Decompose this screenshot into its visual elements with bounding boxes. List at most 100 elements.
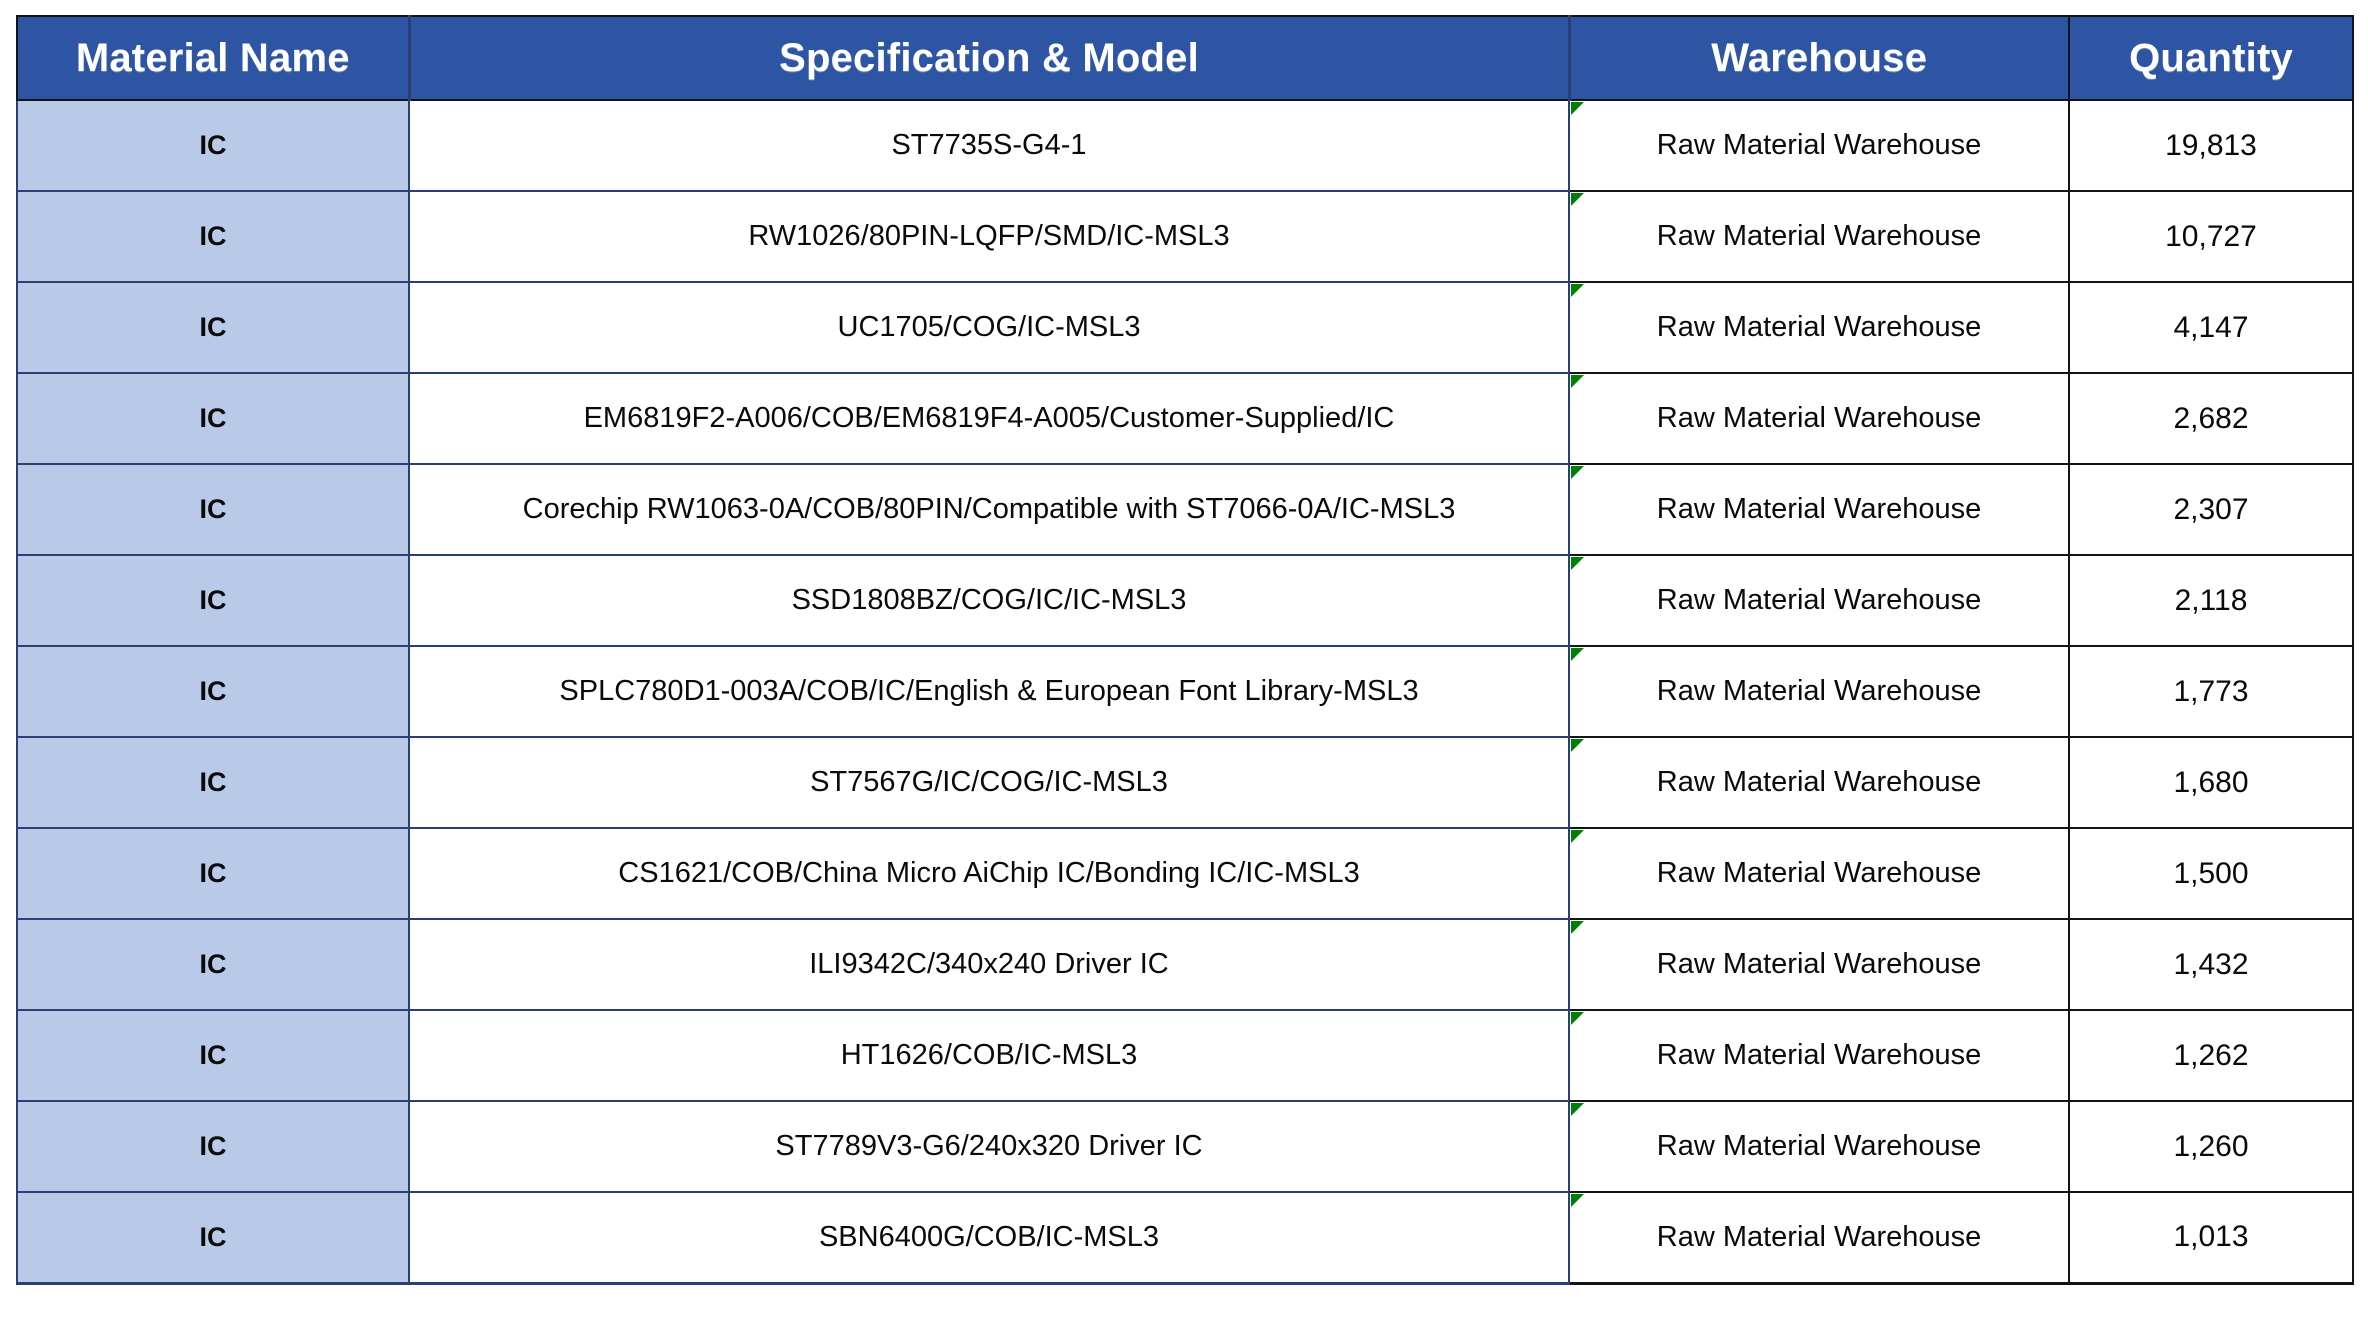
spreadsheet-sheet: Material Name Specification & Model Ware… bbox=[16, 15, 2354, 1303]
cell-quantity[interactable]: 1,260 bbox=[2068, 1100, 2354, 1193]
cell-specification[interactable]: SSD1808BZ/COG/IC/IC-MSL3 bbox=[408, 554, 1570, 647]
cell-material-name[interactable]: IC bbox=[16, 1009, 410, 1102]
cell-specification[interactable]: RW1026/80PIN-LQFP/SMD/IC-MSL3 bbox=[408, 190, 1570, 283]
table-row[interactable]: IC RW1026/80PIN-LQFP/SMD/IC-MSL3 Raw Mater… bbox=[16, 190, 2354, 283]
cell-quantity[interactable]: 1,013 bbox=[2068, 1191, 2354, 1285]
cell-warehouse-label: Raw Material Warehouse bbox=[1656, 311, 1982, 343]
cell-warehouse[interactable]: Raw Material Warehouse bbox=[1568, 281, 2070, 374]
cell-material-name[interactable]: IC bbox=[16, 554, 410, 647]
table-row[interactable]: IC UC1705/COG/IC-MSL3 Raw Material Warehou… bbox=[16, 281, 2354, 374]
cell-warehouse[interactable]: Raw Material Warehouse bbox=[1568, 1100, 2070, 1193]
header-row: Material Name Specification & Model Ware… bbox=[16, 15, 2354, 101]
cell-warehouse[interactable]: Raw Material Warehouse bbox=[1568, 1191, 2070, 1285]
cell-warehouse[interactable]: Raw Material Warehouse bbox=[1568, 827, 2070, 920]
green-triangle-icon bbox=[1571, 739, 1584, 752]
table-row[interactable]: IC ST7735S-G4-1 Raw Material Warehouse 19,8… bbox=[16, 99, 2354, 192]
cell-material-name[interactable]: IC bbox=[16, 1100, 410, 1193]
cell-warehouse-label: Raw Material Warehouse bbox=[1656, 1039, 1982, 1071]
cell-quantity[interactable]: 1,432 bbox=[2068, 918, 2354, 1011]
cell-specification[interactable]: EM6819F2-A006/COB/EM6819F4-A005/Customer… bbox=[408, 372, 1570, 465]
cell-material-name[interactable]: IC bbox=[16, 645, 410, 738]
table-row[interactable]: IC SPLC780D1-003A/COB/IC/English & Europe… bbox=[16, 645, 2354, 738]
cell-quantity[interactable]: 2,307 bbox=[2068, 463, 2354, 556]
cell-specification[interactable]: UC1705/COG/IC-MSL3 bbox=[408, 281, 1570, 374]
cell-quantity[interactable]: 10,727 bbox=[2068, 190, 2354, 283]
cell-warehouse-label: Raw Material Warehouse bbox=[1656, 857, 1982, 889]
cell-warehouse-label: Raw Material Warehouse bbox=[1656, 1220, 1982, 1253]
cell-specification[interactable]: ILI9342C/340x240 Driver IC bbox=[408, 918, 1570, 1011]
cell-quantity[interactable]: 1,773 bbox=[2068, 645, 2354, 738]
green-triangle-icon bbox=[1571, 1194, 1584, 1207]
table-row[interactable]: IC SBN6400G/COB/IC-MSL3 Raw Material Wareh… bbox=[16, 1191, 2354, 1285]
cell-warehouse[interactable]: Raw Material Warehouse bbox=[1568, 736, 2070, 829]
table-row[interactable]: IC CS1621/COB/China Micro AiChip IC/Bondi… bbox=[16, 827, 2354, 920]
cell-specification[interactable]: Corechip RW1063-0A/COB/80PIN/Compatible … bbox=[408, 463, 1570, 556]
green-triangle-icon bbox=[1571, 466, 1584, 479]
column-header-warehouse[interactable]: Warehouse bbox=[1567, 15, 2070, 101]
cell-warehouse-label: Raw Material Warehouse bbox=[1656, 1130, 1982, 1162]
green-triangle-icon bbox=[1571, 102, 1584, 115]
green-triangle-icon bbox=[1571, 284, 1584, 297]
cell-quantity[interactable]: 2,118 bbox=[2068, 554, 2354, 647]
table-row[interactable]: IC ILI9342C/340x240 Driver IC Raw Material… bbox=[16, 918, 2354, 1011]
cell-specification[interactable]: SPLC780D1-003A/COB/IC/English & European… bbox=[408, 645, 1570, 738]
cell-material-name[interactable]: IC bbox=[16, 372, 410, 465]
cell-warehouse-label: Raw Material Warehouse bbox=[1656, 675, 1982, 707]
table-row[interactable]: IC Corechip RW1063-0A/COB/80PIN/Compatibl… bbox=[16, 463, 2354, 556]
green-triangle-icon bbox=[1571, 1103, 1584, 1116]
column-header-specification[interactable]: Specification & Model bbox=[407, 15, 1571, 101]
cell-material-name[interactable]: IC bbox=[16, 827, 410, 920]
table-row[interactable]: IC EM6819F2-A006/COB/EM6819F4-A005/Custom… bbox=[16, 372, 2354, 465]
table-row[interactable]: IC ST7567G/IC/COG/IC-MSL3 Raw Material War… bbox=[16, 736, 2354, 829]
cell-material-name[interactable]: IC bbox=[16, 736, 410, 829]
cell-warehouse-label: Raw Material Warehouse bbox=[1656, 766, 1982, 798]
cell-quantity[interactable]: 19,813 bbox=[2068, 99, 2354, 192]
cell-warehouse[interactable]: Raw Material Warehouse bbox=[1568, 463, 2070, 556]
cell-specification[interactable]: HT1626/COB/IC-MSL3 bbox=[408, 1009, 1570, 1102]
column-header-quantity[interactable]: Quantity bbox=[2068, 15, 2354, 101]
cell-material-name[interactable]: IC bbox=[16, 463, 410, 556]
cell-specification[interactable]: CS1621/COB/China Micro AiChip IC/Bonding… bbox=[408, 827, 1570, 920]
cell-warehouse-label: Raw Material Warehouse bbox=[1656, 402, 1982, 434]
cell-quantity[interactable]: 2,682 bbox=[2068, 372, 2354, 465]
table-header: Material Name Specification & Model Ware… bbox=[16, 15, 2354, 101]
cell-warehouse-label: Raw Material Warehouse bbox=[1656, 948, 1982, 980]
table-row[interactable]: IC HT1626/COB/IC-MSL3 Raw Material Warehou… bbox=[16, 1009, 2354, 1102]
cell-warehouse-label: Raw Material Warehouse bbox=[1656, 129, 1982, 161]
green-triangle-icon bbox=[1571, 557, 1584, 570]
green-triangle-icon bbox=[1571, 648, 1584, 661]
table-body: IC ST7735S-G4-1 Raw Material Warehouse 19,8… bbox=[16, 99, 2354, 1285]
cell-warehouse[interactable]: Raw Material Warehouse bbox=[1568, 645, 2070, 738]
cell-quantity[interactable]: 1,500 bbox=[2068, 827, 2354, 920]
column-header-material-name[interactable]: Material Name bbox=[16, 15, 411, 101]
green-triangle-icon bbox=[1571, 375, 1584, 388]
cell-warehouse[interactable]: Raw Material Warehouse bbox=[1568, 372, 2070, 465]
cell-specification[interactable]: ST7789V3-G6/240x320 Driver IC bbox=[408, 1100, 1570, 1193]
cell-material-name[interactable]: IC bbox=[16, 99, 410, 192]
cell-material-name[interactable]: IC bbox=[16, 918, 410, 1011]
cell-quantity[interactable]: 1,262 bbox=[2068, 1009, 2354, 1102]
cell-quantity[interactable]: 1,680 bbox=[2068, 736, 2354, 829]
cell-warehouse[interactable]: Raw Material Warehouse bbox=[1568, 190, 2070, 283]
cell-warehouse[interactable]: Raw Material Warehouse bbox=[1568, 99, 2070, 192]
cell-material-name[interactable]: IC bbox=[16, 1191, 410, 1285]
cell-warehouse-label: Raw Material Warehouse bbox=[1656, 584, 1982, 616]
cell-warehouse-label: Raw Material Warehouse bbox=[1656, 493, 1982, 525]
cell-warehouse-label: Raw Material Warehouse bbox=[1656, 220, 1982, 252]
cell-warehouse[interactable]: Raw Material Warehouse bbox=[1568, 918, 2070, 1011]
cell-warehouse[interactable]: Raw Material Warehouse bbox=[1568, 554, 2070, 647]
inventory-table: Material Name Specification & Model Ware… bbox=[16, 15, 2354, 1285]
green-triangle-icon bbox=[1571, 193, 1584, 206]
green-triangle-icon bbox=[1571, 921, 1584, 934]
cell-specification[interactable]: ST7735S-G4-1 bbox=[408, 99, 1570, 192]
cell-quantity[interactable]: 4,147 bbox=[2068, 281, 2354, 374]
table-row[interactable]: IC ST7789V3-G6/240x320 Driver IC Raw Mater… bbox=[16, 1100, 2354, 1193]
cell-material-name[interactable]: IC bbox=[16, 281, 410, 374]
cell-specification[interactable]: ST7567G/IC/COG/IC-MSL3 bbox=[408, 736, 1570, 829]
cell-warehouse[interactable]: Raw Material Warehouse bbox=[1568, 1009, 2070, 1102]
cell-specification[interactable]: SBN6400G/COB/IC-MSL3 bbox=[408, 1191, 1570, 1285]
green-triangle-icon bbox=[1571, 1012, 1584, 1025]
table-row[interactable]: IC SSD1808BZ/COG/IC/IC-MSL3 Raw Material W… bbox=[16, 554, 2354, 647]
cell-material-name[interactable]: IC bbox=[16, 190, 410, 283]
green-triangle-icon bbox=[1571, 830, 1584, 843]
